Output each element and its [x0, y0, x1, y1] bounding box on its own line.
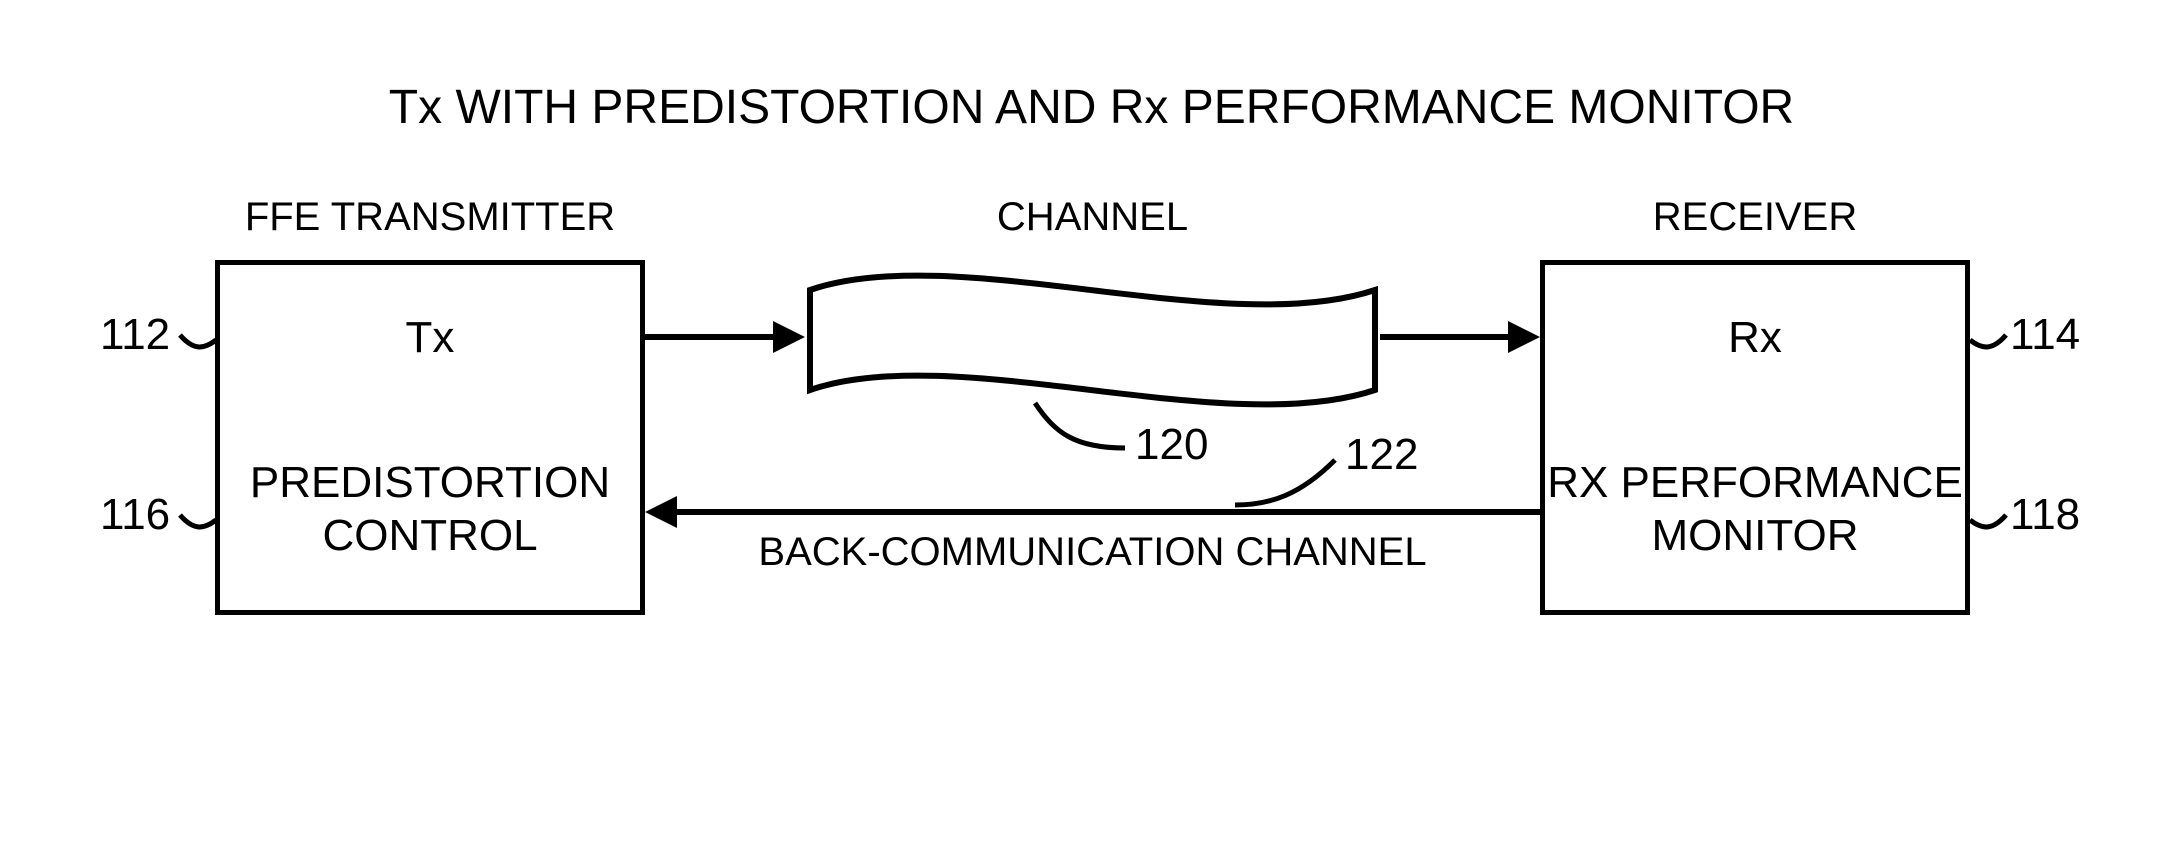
header-channel: CHANNEL [805, 195, 1380, 240]
arrow-tx-channel-head [773, 321, 805, 353]
ref-118-tick [1968, 505, 2008, 535]
arrow-channel-rx-line [1380, 334, 1510, 340]
ref-114-tick [1968, 325, 2008, 355]
ref-118: 118 [2010, 490, 2080, 540]
ref-120: 120 [1135, 420, 1208, 470]
arrow-back-head [645, 496, 677, 528]
arrow-tx-channel-line [645, 334, 775, 340]
arrow-channel-rx-head [1508, 321, 1540, 353]
header-receiver: RECEIVER [1540, 195, 1970, 240]
predistortion-label: PREDISTORTION CONTROL [250, 457, 610, 563]
ref-114: 114 [2010, 310, 2080, 360]
ref-122: 122 [1345, 430, 1418, 480]
ref-120-curve [1030, 398, 1130, 458]
diagram-title: Tx WITH PREDISTORTION AND Rx PERFORMANCE… [0, 80, 2183, 135]
predistortion-block: PREDISTORTION CONTROL [215, 410, 645, 615]
rx-block: Rx [1540, 260, 1970, 415]
arrow-back-line [677, 509, 1540, 515]
rx-label: Rx [1728, 313, 1782, 363]
rx-monitor-block: RX PERFORMANCE MONITOR [1540, 410, 1970, 615]
rx-monitor-label: RX PERFORMANCE MONITOR [1547, 457, 1963, 563]
ref-116: 116 [100, 490, 170, 540]
tx-label: Tx [406, 313, 455, 363]
ref-112: 112 [100, 310, 170, 360]
ref-116-tick [178, 505, 218, 535]
ref-112-tick [178, 325, 218, 355]
back-channel-label: BACK-COMMUNICATION CHANNEL [645, 530, 1540, 575]
header-transmitter: FFE TRANSMITTER [215, 195, 645, 240]
ref-122-curve [1230, 455, 1340, 510]
tx-block: Tx [215, 260, 645, 415]
